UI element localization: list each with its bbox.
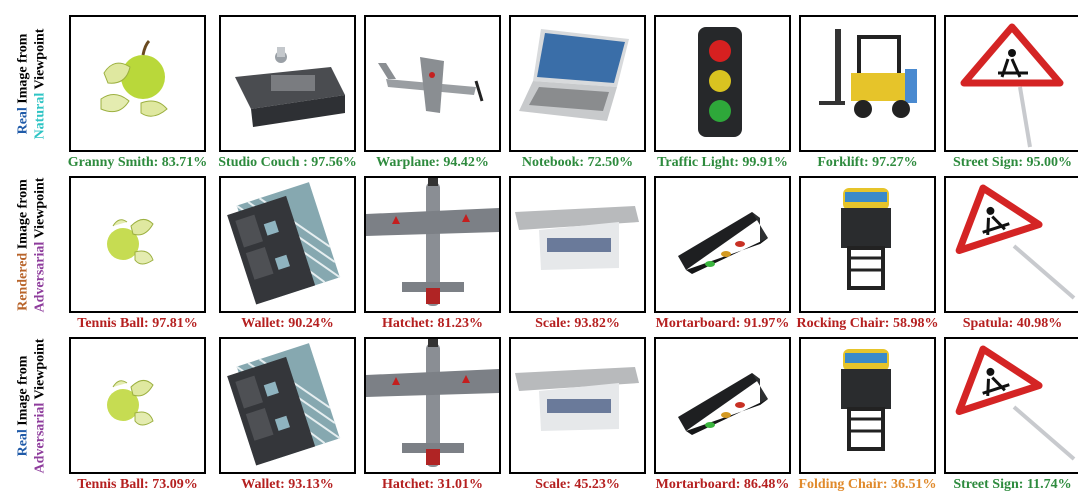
apple-image [69, 15, 206, 152]
prediction-caption: Wallet: 90.24% [241, 316, 334, 331]
prediction-caption: Traffic Light: 99.91% [657, 155, 788, 170]
couch-image [219, 15, 356, 152]
road-sign-image [944, 15, 1078, 152]
prediction-caption: Wallet: 93.13% [241, 477, 334, 492]
traffic-light-image [654, 337, 791, 474]
couch-image [219, 176, 356, 313]
road-sign-image [944, 337, 1078, 474]
prediction-caption: Hatchet: 31.01% [381, 477, 484, 492]
row-label: Rendered Image from Adversarial Viewpoint [0, 176, 62, 313]
prediction-caption: Scale: 93.82% [535, 316, 620, 331]
row-label-text: Real Image from Natural Viewpoint [14, 28, 48, 139]
row-label-word: Image from [15, 355, 31, 429]
row-label-line: Real Image from [14, 338, 31, 473]
row-label-line: Real Image from [14, 28, 31, 139]
prediction-caption: Scale: 45.23% [535, 477, 620, 492]
prediction-caption: Tennis Ball: 73.09% [77, 477, 198, 492]
row-label-word: Viewpoint [32, 177, 48, 242]
row-label-text: Real Image from Adversarial Viewpoint [14, 338, 48, 473]
prediction-caption: Spatula: 40.98% [962, 316, 1063, 331]
prediction-caption: Studio Couch : 97.56% [218, 155, 357, 170]
prediction-caption: Granny Smith: 83.71% [67, 155, 208, 170]
row-label-word: Real [15, 106, 31, 134]
prediction-caption: Forklift: 97.27% [817, 155, 918, 170]
prediction-caption: Rocking Chair: 58.98% [796, 316, 939, 331]
row-label-word: Image from [15, 33, 31, 107]
traffic-light-image [654, 176, 791, 313]
laptop-image [509, 15, 646, 152]
apple-image [69, 337, 206, 474]
row-label-word: Natural [32, 92, 48, 139]
prediction-caption: Warplane: 94.42% [376, 155, 489, 170]
prediction-caption: Mortarboard: 86.48% [655, 477, 790, 492]
laptop-image [509, 337, 646, 474]
forklift-image [799, 15, 936, 152]
airplane-image [364, 337, 501, 474]
row-label-word: Real [15, 428, 31, 456]
row-label-word: Adversarial [32, 241, 48, 312]
row-label-word: Image from [15, 178, 31, 253]
couch-image [219, 337, 356, 474]
prediction-caption: Street Sign: 95.00% [952, 155, 1073, 170]
row-label-word: Viewpoint [32, 28, 48, 93]
airplane-image [364, 176, 501, 313]
row-label-text: Rendered Image from Adversarial Viewpoint [14, 177, 48, 312]
prediction-caption: Street Sign: 11.74% [953, 477, 1072, 492]
row-label-line: Adversarial Viewpoint [31, 177, 48, 312]
row-label-line: Adversarial Viewpoint [31, 338, 48, 473]
road-sign-image [944, 176, 1078, 313]
row-label-line: Natural Viewpoint [31, 28, 48, 139]
row-label-word: Rendered [15, 252, 31, 311]
row-label: Real Image from Natural Viewpoint [0, 15, 62, 152]
prediction-caption: Hatchet: 81.23% [381, 316, 484, 331]
prediction-caption: Mortarboard: 91.97% [655, 316, 790, 331]
airplane-image [364, 15, 501, 152]
row-label: Real Image from Adversarial Viewpoint [0, 337, 62, 474]
prediction-caption: Notebook: 72.50% [521, 155, 634, 170]
row-label-line: Rendered Image from [14, 177, 31, 312]
forklift-image [799, 337, 936, 474]
row-label-word: Adversarial [32, 402, 48, 473]
prediction-caption: Folding Chair: 36.51% [798, 477, 937, 492]
apple-image [69, 176, 206, 313]
traffic-light-image [654, 15, 791, 152]
row-label-word: Viewpoint [32, 338, 48, 403]
prediction-caption: Tennis Ball: 97.81% [77, 316, 198, 331]
forklift-image [799, 176, 936, 313]
laptop-image [509, 176, 646, 313]
